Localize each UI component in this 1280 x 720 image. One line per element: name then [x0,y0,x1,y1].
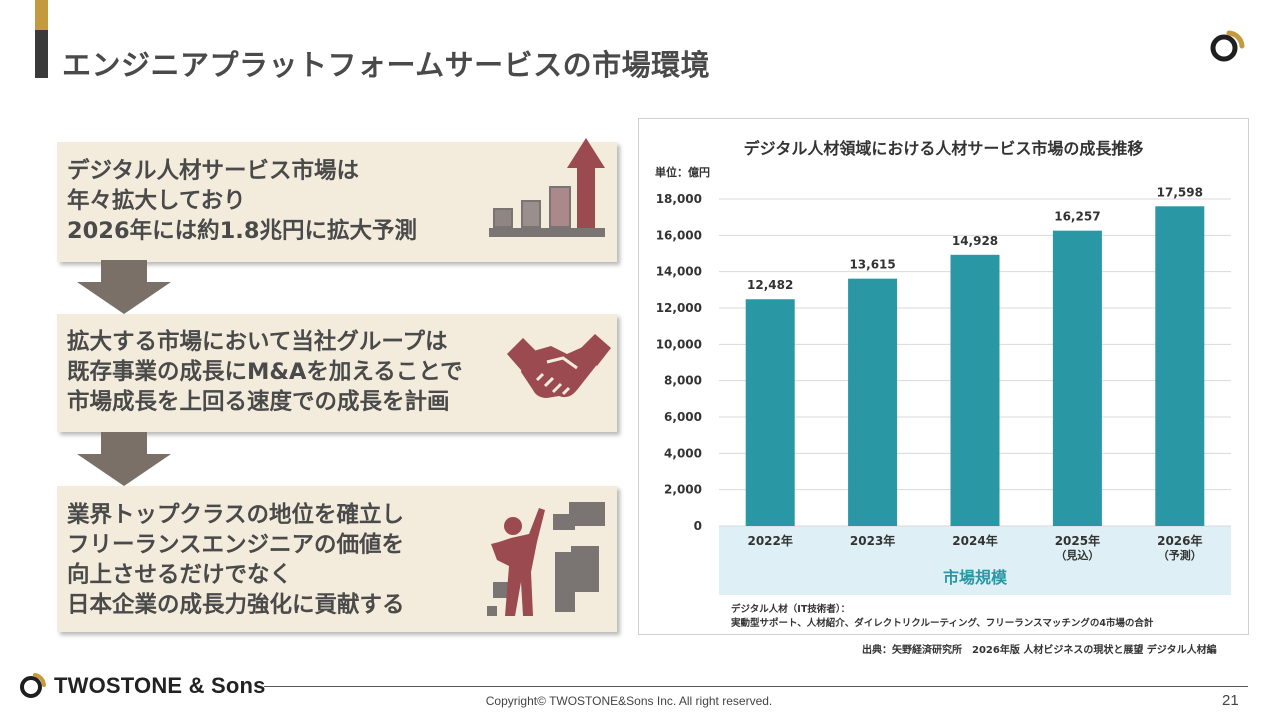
y-tick-label: 8,000 [664,374,702,388]
y-tick-label: 14,000 [656,265,702,279]
chart-note-line: 実動型サポート、人材紹介、ダイレクトリクルーティング、フリーランスマッチングの4… [731,618,1154,629]
step-card-market-growth: デジタル人材サービス市場は 年々拡大しており 2026年には約1.8兆円に拡大予… [57,138,617,262]
y-tick-label: 12,000 [656,301,702,315]
footer-divider [264,686,1248,687]
y-tick-label: 0 [694,519,702,533]
x-tick-label: 2024年 [952,533,997,548]
brand-name: TWOSTONE & Sons [54,673,266,698]
chart-note: デジタル人材（IT技術者）： 実動型サポート、人材紹介、ダイレクトリクルーティン… [731,603,1153,631]
title-accent-gold [35,0,48,30]
x-tick-label: 2025年 [1055,533,1100,548]
chart-title: デジタル人材領域における人材サービス市場の成長推移 [743,139,1144,158]
bar [950,254,1000,527]
page-title: エンジニアプラットフォームサービスの市場環境 [62,48,711,82]
footer-brand: TWOSTONE & Sons [18,672,266,700]
x-tick-sublabel: （予測） [1158,548,1202,562]
page-number: 21 [1222,692,1239,709]
step-card-growth-plan: 拡大する市場において当社グループは 既存事業の成長にM&Aを加えることで 市場成… [57,314,617,432]
data-label: 12,482 [747,278,793,292]
data-label: 13,615 [849,258,895,272]
unit-label: 単位：億円 [655,166,710,179]
step-line: 市場成長を上回る速度での成長を計画 [67,389,450,415]
data-label: 14,928 [952,234,998,248]
chart-panel: デジタル人材領域における人材サービス市場の成長推移 単位：億円 0 2,000 4,… [638,118,1249,635]
step-line: 向上させるだけでなく [67,562,293,588]
down-arrow-icon [77,432,171,486]
handshake-icon [507,334,611,398]
x-tick-label: 2026年 [1157,533,1202,548]
climbing-person-icon [487,502,605,616]
step-line: デジタル人材サービス市場は [67,158,360,184]
chart-source: 出典：矢野経済研究所 2026年版 人材ビジネスの現状と展望 デジタル人材編 [862,645,1217,656]
step-line: 拡大する市場において当社グループは [67,329,448,355]
step-text: デジタル人材サービス市場は 年々拡大しており 2026年には約1.8兆円に拡大予… [67,156,417,246]
y-tick-label: 16,000 [656,228,702,242]
x-axis-band [719,526,1231,595]
y-tick-label: 18,000 [656,192,702,206]
y-tick-label: 10,000 [656,337,702,351]
x-axis-label: 市場規模 [943,568,1008,587]
step-line: 年々拡大しており [67,188,246,214]
growth-chart-icon [489,138,605,237]
brand-logo-icon [20,673,46,698]
y-tick-label: 2,000 [664,483,702,497]
step-line: 業界トップクラスの地位を確立し [67,502,405,528]
data-label: 16,257 [1054,210,1100,224]
down-arrow-icon [77,260,171,314]
title-accent-dark [35,30,48,78]
y-tick-label: 6,000 [664,410,702,424]
y-tick-label: 4,000 [664,446,702,460]
chart-note-line: デジタル人材（IT技術者）： [731,604,851,615]
step-line: 既存事業の成長にM&Aを加えることで [67,359,463,385]
bar [848,278,898,526]
x-tick-label: 2023年 [850,533,895,548]
step-text: 拡大する市場において当社グループは 既存事業の成長にM&Aを加えることで 市場成… [67,327,463,417]
copyright: Copyright© TWOSTONE&Sons Inc. All right … [485,694,773,708]
x-tick-label: 2022年 [747,533,792,548]
company-logo-icon [1210,30,1245,62]
bar [745,299,795,526]
step-card-industry-leader: 業界トップクラスの地位を確立し フリーランスエンジニアの価値を 向上させるだけで… [57,486,617,632]
x-tick-sublabel: （見込） [1055,548,1099,562]
title-accent-bar [35,0,48,78]
bar [1052,230,1102,526]
bar [1155,206,1205,526]
step-line: 日本企業の成長力強化に貢献する [67,592,405,618]
step-line: フリーランスエンジニアの価値を [67,532,405,558]
data-label: 17,598 [1157,185,1203,199]
step-text: 業界トップクラスの地位を確立し フリーランスエンジニアの価値を 向上させるだけで… [67,500,405,620]
bar-chart: 0 2,000 4,000 6,000 8,000 10,000 12,000 14,000 1… [656,185,1231,595]
step-line: 2026年には約1.8兆円に拡大予測 [67,218,417,244]
